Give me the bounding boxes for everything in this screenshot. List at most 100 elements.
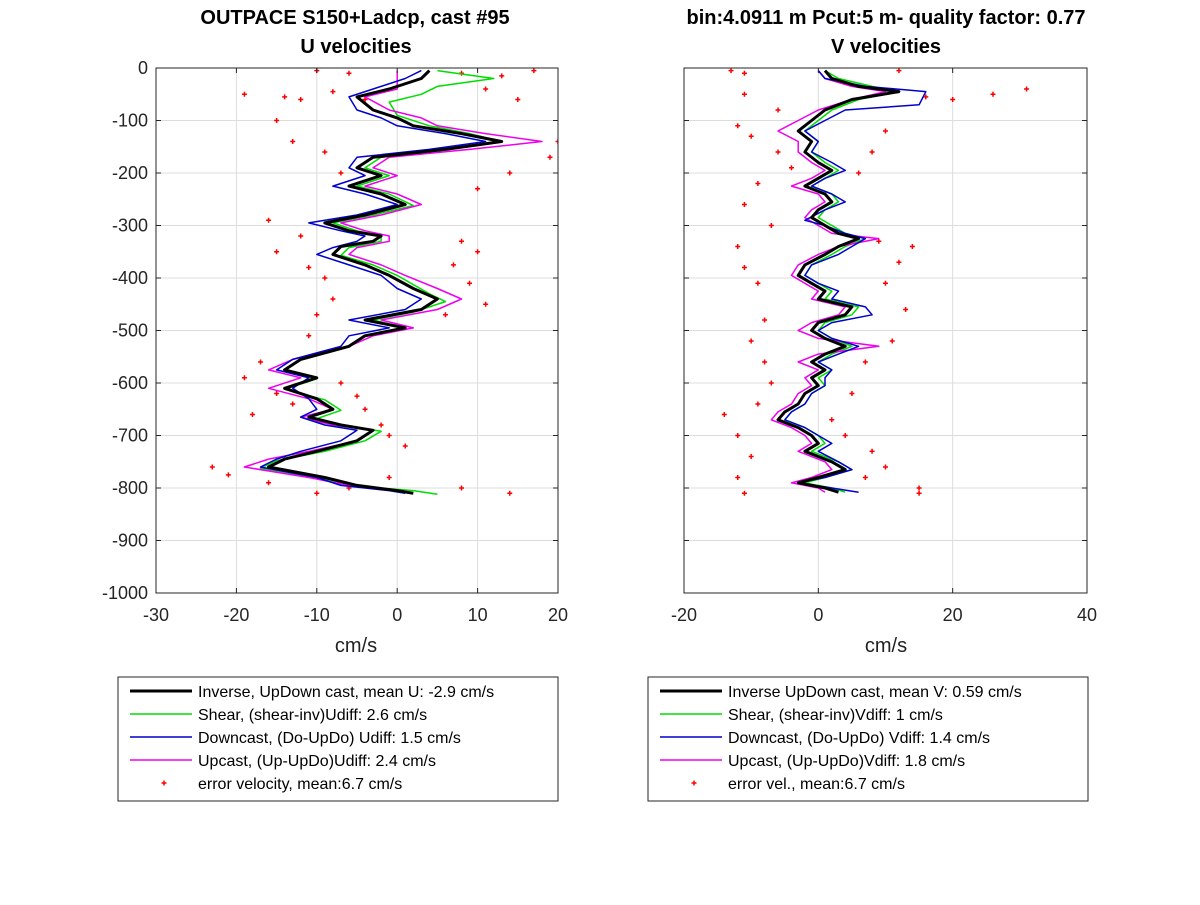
v-error-point bbox=[862, 475, 868, 480]
u-error-point bbox=[475, 186, 481, 192]
v-error-point bbox=[721, 412, 727, 417]
u-error-point bbox=[386, 475, 392, 480]
u-ytick-label: -200 bbox=[112, 163, 148, 183]
v-error-point bbox=[735, 244, 741, 249]
v-legend-label-4: error vel., mean:6.7 cm/s bbox=[728, 776, 905, 793]
u-xtick-label: 10 bbox=[468, 605, 488, 625]
u-legend-label-4: error velocity, mean:6.7 cm/s bbox=[198, 776, 402, 793]
u-error-points bbox=[209, 68, 558, 496]
u-error-point bbox=[515, 97, 521, 102]
v-error-point bbox=[755, 181, 761, 186]
u-xtick-label: -20 bbox=[223, 605, 249, 625]
u-panel-title: U velocities bbox=[300, 36, 411, 58]
u-error-point bbox=[483, 86, 489, 92]
u-ytick-label: 0 bbox=[138, 58, 148, 78]
v-error-point bbox=[741, 202, 747, 207]
u-ytick-label: -300 bbox=[112, 216, 148, 236]
u-xtick-label: -10 bbox=[304, 605, 330, 625]
u-error-point bbox=[306, 333, 312, 339]
u-series-line-2 bbox=[259, 69, 487, 495]
u-error-point bbox=[282, 94, 288, 100]
u-error-point bbox=[274, 118, 280, 123]
v-error-point bbox=[916, 490, 922, 496]
v-error-point bbox=[748, 454, 754, 459]
v-series-group bbox=[721, 68, 1030, 496]
v-error-point bbox=[883, 280, 888, 286]
u-error-point bbox=[322, 149, 328, 155]
v-error-point bbox=[728, 68, 734, 74]
u-error-point bbox=[483, 301, 489, 307]
u-error-point bbox=[274, 391, 280, 396]
u-error-point bbox=[298, 233, 304, 239]
v-error-point bbox=[909, 244, 915, 249]
u-error-point bbox=[266, 217, 272, 223]
u-error-point bbox=[499, 73, 505, 79]
u-velocity-chart: -30 -20 -10 0 10 200-100-200-300-400-500-600-… bbox=[102, 58, 568, 625]
v-xtick-label: -20 bbox=[671, 605, 697, 625]
v-error-point bbox=[735, 123, 741, 129]
u-error-point bbox=[314, 490, 320, 496]
u-error-point bbox=[450, 262, 456, 268]
v-error-point bbox=[896, 259, 902, 265]
v-error-point bbox=[755, 280, 761, 286]
v-error-point bbox=[883, 128, 888, 134]
u-ytick-label: -600 bbox=[112, 373, 148, 393]
v-legend-label-1: Shear, (shear-inv)Vdiff: 1 cm/s bbox=[728, 707, 943, 724]
u-error-point bbox=[467, 280, 473, 286]
u-error-point bbox=[507, 170, 513, 176]
u-xtick-label: 0 bbox=[392, 605, 402, 625]
u-error-point bbox=[346, 70, 352, 76]
v-series-line-2 bbox=[784, 70, 927, 493]
u-legend-marker-4 bbox=[161, 780, 167, 786]
left-suptitle: OUTPACE S150+Ladcp, cast #95 bbox=[200, 7, 509, 29]
u-error-point bbox=[330, 296, 336, 302]
u-legend-label-2: Downcast, (Do-UpDo) Udiff: 1.5 cm/s bbox=[198, 730, 461, 747]
u-ytick-label: -400 bbox=[112, 268, 148, 288]
u-error-point bbox=[330, 89, 336, 95]
v-error-point bbox=[768, 380, 774, 386]
v-xaxis-label: cm/s bbox=[865, 635, 907, 657]
v-velocity-chart: -20 0 20 40 bbox=[671, 67, 1097, 625]
v-legend-label-3: Upcast, (Up-UpDo)Vdiff: 1.8 cm/s bbox=[728, 753, 965, 770]
u-error-point bbox=[241, 91, 247, 97]
v-error-point bbox=[748, 133, 754, 139]
u-ytick-label: -1000 bbox=[102, 583, 148, 603]
v-error-point bbox=[741, 91, 747, 97]
v-error-point bbox=[856, 170, 862, 176]
u-error-point bbox=[298, 97, 304, 102]
u-series-group bbox=[209, 68, 558, 496]
v-series-line-3 bbox=[770, 70, 887, 493]
u-error-point bbox=[322, 275, 328, 281]
u-error-point bbox=[209, 464, 215, 470]
v-error-point bbox=[741, 265, 747, 270]
v-error-point bbox=[762, 359, 768, 365]
u-error-point bbox=[266, 480, 272, 486]
v-error-point bbox=[916, 485, 922, 491]
v-panel-title: V velocities bbox=[831, 36, 941, 58]
u-error-point bbox=[475, 249, 481, 255]
v-error-point bbox=[829, 417, 835, 423]
u-error-point bbox=[258, 359, 264, 365]
v-legend: Inverse UpDown cast, mean V: 0.59 cm/s Sh… bbox=[647, 676, 1089, 802]
v-error-point bbox=[735, 475, 741, 480]
v-error-point bbox=[755, 401, 761, 407]
u-error-point bbox=[249, 412, 255, 417]
u-error-point bbox=[274, 249, 280, 255]
v-error-point bbox=[842, 433, 848, 438]
v-error-point bbox=[762, 317, 768, 323]
v-error-point bbox=[990, 91, 996, 97]
v-error-point bbox=[876, 238, 882, 244]
u-error-point bbox=[314, 312, 320, 318]
v-error-point bbox=[869, 448, 875, 454]
u-ytick-label: -900 bbox=[112, 531, 148, 551]
v-error-point bbox=[950, 97, 956, 102]
v-legend-marker-4 bbox=[691, 780, 697, 786]
v-error-point bbox=[775, 107, 781, 113]
v-error-point bbox=[775, 149, 781, 155]
v-error-point bbox=[896, 68, 902, 74]
right-suptitle: bin:4.0911 m Pcut:5 m- quality factor: 0… bbox=[686, 7, 1085, 29]
v-xtick-label: 20 bbox=[943, 605, 963, 625]
v-legend-label-0: Inverse UpDown cast, mean V: 0.59 cm/s bbox=[728, 684, 1022, 701]
v-legend-box bbox=[647, 676, 1089, 802]
